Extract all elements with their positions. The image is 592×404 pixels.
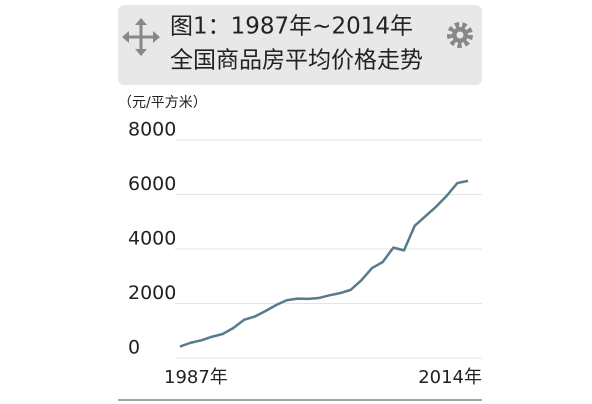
header	[118, 5, 482, 85]
y-tick-label: 2000	[128, 282, 176, 304]
chart-title: 图1：1987年~2014年	[170, 14, 413, 40]
x-tick-label: 2014年	[418, 367, 482, 388]
chart-subtitle: 全国商品房平均价格走势	[170, 48, 423, 74]
x-tick-label: 1987年	[164, 367, 228, 388]
y-tick-label: 6000	[128, 173, 176, 195]
y-tick-label: 4000	[128, 228, 176, 250]
line-series	[179, 179, 469, 348]
y-axis-label: （元/平方米）	[118, 95, 207, 111]
y-tick-label: 0	[128, 337, 140, 359]
y-tick-label: 8000	[128, 119, 176, 141]
move-icon[interactable]	[122, 18, 160, 56]
settings-icon[interactable]	[447, 22, 473, 48]
